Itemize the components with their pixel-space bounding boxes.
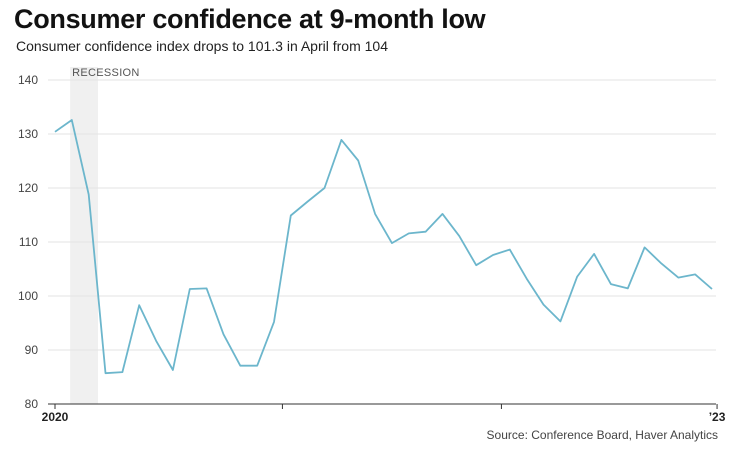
chart-title: Consumer confidence at 9-month low <box>14 4 486 34</box>
y-tick-label: 130 <box>18 127 38 141</box>
chart-subtitle: Consumer confidence index drops to 101.3… <box>16 38 388 54</box>
chart-source: Source: Conference Board, Haver Analytic… <box>486 428 718 442</box>
y-tick-label: 110 <box>19 235 38 249</box>
x-tick-label: 2020 <box>42 410 69 424</box>
y-tick-label: 80 <box>25 397 39 411</box>
y-tick-label: 140 <box>18 73 38 87</box>
x-tick-label: ’23 <box>709 410 726 424</box>
series-line <box>54 119 713 375</box>
recession-band <box>70 67 98 404</box>
y-tick-label: 100 <box>18 289 38 303</box>
recession-label: RECESSION <box>72 67 139 79</box>
y-tick-label: 90 <box>25 343 39 357</box>
y-tick-label: 120 <box>18 181 38 195</box>
